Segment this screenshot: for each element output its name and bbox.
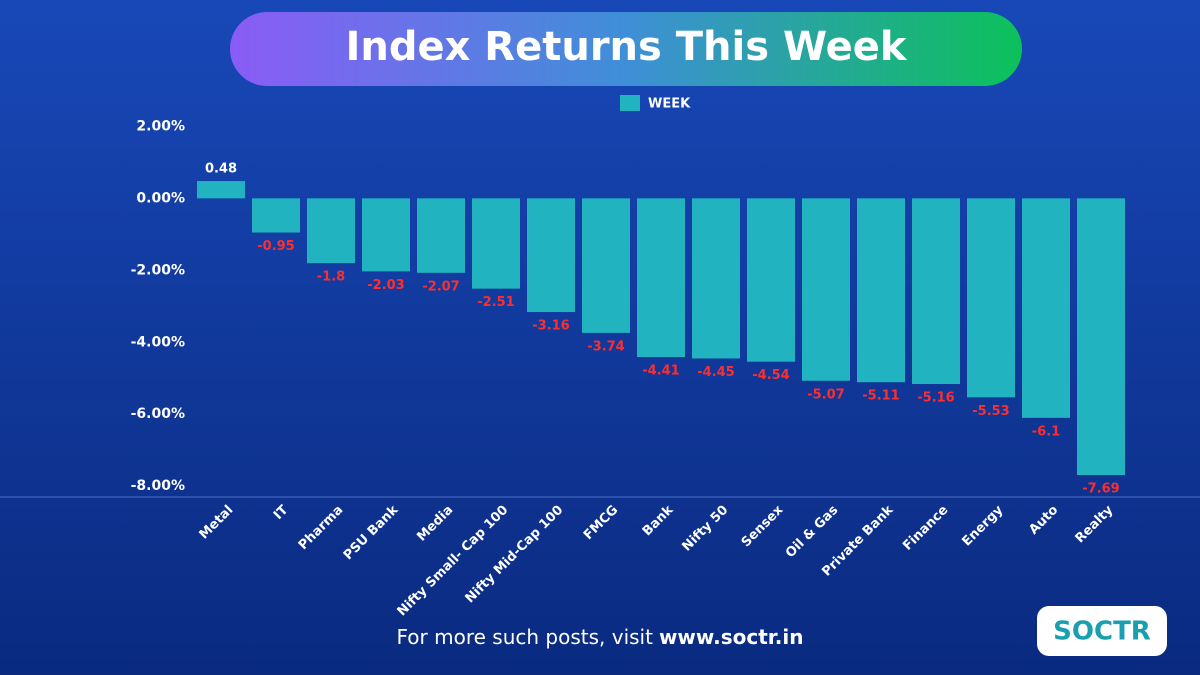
value-label: -5.11: [862, 389, 899, 404]
value-label: -6.1: [1032, 424, 1060, 439]
bar: [527, 198, 575, 313]
value-label: -3.74: [587, 339, 624, 354]
bar: [967, 198, 1015, 398]
bar: [1077, 198, 1125, 476]
bar: [637, 198, 685, 358]
bar: [362, 198, 410, 272]
logo: SOCTR: [1053, 617, 1151, 647]
bar: [802, 198, 850, 381]
bar: [307, 198, 355, 264]
value-label: -5.07: [807, 387, 844, 402]
footer: For more such posts, visit www.soctr.in: [397, 625, 804, 649]
y-tick-label: 2.00%: [136, 118, 185, 134]
logo-box: [1037, 606, 1167, 656]
y-tick-label: -2.00%: [131, 262, 185, 278]
value-label: -2.07: [422, 279, 459, 294]
bar: [197, 181, 245, 199]
value-label: 0.48: [205, 162, 237, 177]
value-label: -0.95: [257, 239, 294, 254]
value-label: -5.16: [917, 391, 954, 406]
value-label: -4.41: [642, 364, 679, 379]
value-label: -3.16: [532, 319, 569, 334]
bar: [912, 198, 960, 385]
footer-link[interactable]: www.soctr.in: [659, 625, 804, 649]
y-tick-label: -6.00%: [131, 406, 185, 422]
value-label: -1.8: [317, 270, 345, 285]
value-label: -2.03: [367, 278, 404, 293]
value-label: -2.51: [477, 295, 514, 310]
footer-text: For more such posts, visit: [397, 625, 654, 649]
y-tick-label: 0.00%: [136, 190, 185, 206]
bar: [857, 198, 905, 383]
legend-label: WEEK: [648, 97, 691, 112]
bar: [1022, 198, 1070, 418]
chart-title: Index Returns This Week: [345, 24, 907, 70]
bar: [252, 198, 300, 233]
value-label: -4.45: [697, 365, 734, 380]
value-label: -7.69: [1082, 482, 1119, 497]
bar: [692, 198, 740, 359]
bar: [417, 198, 465, 273]
title-pill: [230, 12, 1022, 86]
value-label: -4.54: [752, 368, 789, 383]
y-tick-label: -4.00%: [131, 334, 185, 350]
bar: [582, 198, 630, 333]
bar: [472, 198, 520, 289]
y-tick-label: -8.00%: [131, 478, 185, 494]
bar: [747, 198, 795, 362]
value-label: -5.53: [972, 404, 1009, 419]
legend-swatch: [620, 95, 640, 111]
